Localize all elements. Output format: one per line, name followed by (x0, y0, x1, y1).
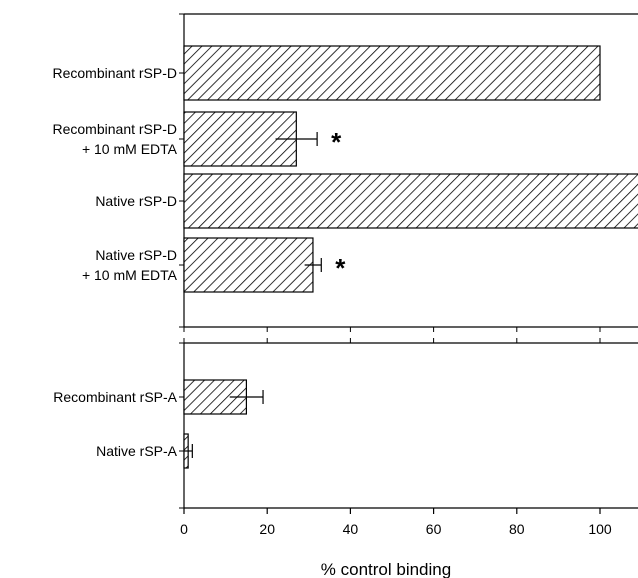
panel-sp-d: Recombinant rSP-D Recombinant rSP-D + 10 m… (53, 13, 638, 332)
x-axis-title: % control binding (321, 560, 451, 578)
category-label: + 10 mM EDTA (82, 267, 178, 283)
category-label: Native rSP-A (96, 443, 178, 459)
category-label: + 10 mM EDTA (82, 141, 178, 157)
x-tick-label: 100 (588, 521, 612, 537)
bar (183, 237, 314, 293)
category-label: Recombinant rSP-A (53, 389, 177, 405)
x-tick-label: 20 (259, 521, 275, 537)
bar (183, 45, 601, 101)
significance-marker: * (335, 253, 346, 283)
x-axis: 0 20 40 60 80 100 (180, 507, 638, 537)
x-tick-label: 40 (343, 521, 359, 537)
bar (183, 173, 638, 229)
category-label: Native rSP-D (95, 247, 177, 263)
panel-sp-a: Recombinant rSP-A Native rSP-A (53, 338, 638, 509)
category-label: Recombinant rSP-D (53, 65, 178, 81)
x-tick-label: 80 (509, 521, 525, 537)
category-label: Native rSP-D (95, 193, 177, 209)
category-label: Recombinant rSP-D (53, 121, 178, 137)
x-tick-label: 0 (180, 521, 188, 537)
significance-marker: * (331, 127, 342, 157)
x-tick-label: 60 (426, 521, 442, 537)
